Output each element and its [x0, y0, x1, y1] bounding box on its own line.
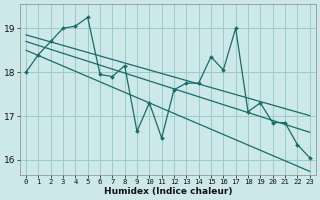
- X-axis label: Humidex (Indice chaleur): Humidex (Indice chaleur): [104, 187, 232, 196]
